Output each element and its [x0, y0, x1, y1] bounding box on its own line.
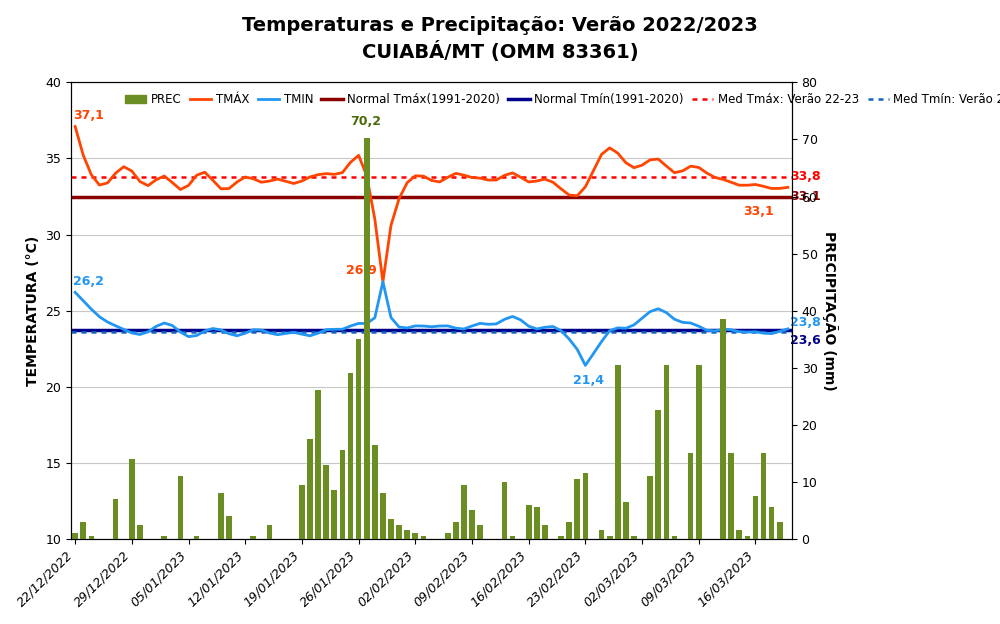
Text: 70,2: 70,2 [351, 115, 382, 128]
Bar [745, 536, 750, 539]
Bar [631, 536, 637, 539]
Bar [542, 525, 548, 539]
Bar [623, 502, 629, 539]
Bar [421, 536, 426, 539]
Bar [137, 525, 143, 539]
Bar [655, 411, 661, 539]
Text: 26,9: 26,9 [346, 264, 377, 277]
Bar [80, 522, 86, 539]
Bar [672, 536, 677, 539]
Text: 23,8: 23,8 [790, 316, 821, 329]
Bar [453, 522, 459, 539]
Bar [688, 453, 693, 539]
Bar [178, 476, 183, 539]
Bar [380, 493, 386, 539]
Bar [307, 439, 313, 539]
Bar [558, 536, 564, 539]
Bar [736, 530, 742, 539]
Bar [510, 536, 515, 539]
Bar [194, 536, 199, 539]
Bar [599, 530, 604, 539]
Bar [583, 473, 588, 539]
Bar [299, 485, 305, 539]
Bar [404, 530, 410, 539]
Bar [218, 493, 224, 539]
Bar [388, 519, 394, 539]
Bar [526, 505, 532, 539]
Bar [348, 373, 353, 539]
Y-axis label: TEMPERATURA (°C): TEMPERATURA (°C) [26, 235, 40, 386]
Bar [340, 451, 345, 539]
Legend: PREC, TMÁX, TMIN, Normal Tmáx(1991-2020), Normal Tmín(1991-2020), Med Tmáx: Verã: PREC, TMÁX, TMIN, Normal Tmáx(1991-2020)… [120, 89, 1000, 110]
Y-axis label: PRECIPITAÇÃO (mm): PRECIPITAÇÃO (mm) [822, 231, 838, 391]
Bar [315, 391, 321, 539]
Bar [372, 445, 378, 539]
Bar [250, 536, 256, 539]
Bar [226, 516, 232, 539]
Bar [469, 510, 475, 539]
Bar [761, 453, 766, 539]
Bar [113, 499, 118, 539]
Bar [534, 507, 540, 539]
Bar [267, 525, 272, 539]
Text: 33,1: 33,1 [743, 205, 774, 218]
Bar [412, 533, 418, 539]
Bar [753, 496, 758, 539]
Bar [445, 533, 451, 539]
Text: 21,4: 21,4 [573, 374, 604, 387]
Bar [461, 485, 467, 539]
Bar [364, 139, 370, 539]
Bar [720, 319, 726, 539]
Bar [477, 525, 483, 539]
Bar [502, 482, 507, 539]
Text: CUIABÁ/MT (OMM 83361): CUIABÁ/MT (OMM 83361) [362, 41, 638, 62]
Bar [331, 490, 337, 539]
Bar [574, 479, 580, 539]
Bar [566, 522, 572, 539]
Text: 26,2: 26,2 [73, 275, 104, 288]
Bar [615, 365, 621, 539]
Bar [356, 339, 361, 539]
Text: 23,6: 23,6 [790, 334, 821, 347]
Bar [664, 365, 669, 539]
Bar [647, 476, 653, 539]
Bar [72, 533, 78, 539]
Bar [89, 536, 94, 539]
Bar [728, 453, 734, 539]
Text: 33,8: 33,8 [790, 170, 821, 183]
Bar [396, 525, 402, 539]
Bar [696, 365, 702, 539]
Bar [769, 507, 774, 539]
Bar [129, 459, 135, 539]
Text: 33,1: 33,1 [790, 190, 821, 203]
Bar [323, 465, 329, 539]
Text: 37,1: 37,1 [73, 109, 104, 122]
Text: Temperaturas e Precipitação: Verão 2022/2023: Temperaturas e Precipitação: Verão 2022/… [242, 16, 758, 34]
Bar [777, 522, 783, 539]
Bar [607, 536, 613, 539]
Bar [161, 536, 167, 539]
